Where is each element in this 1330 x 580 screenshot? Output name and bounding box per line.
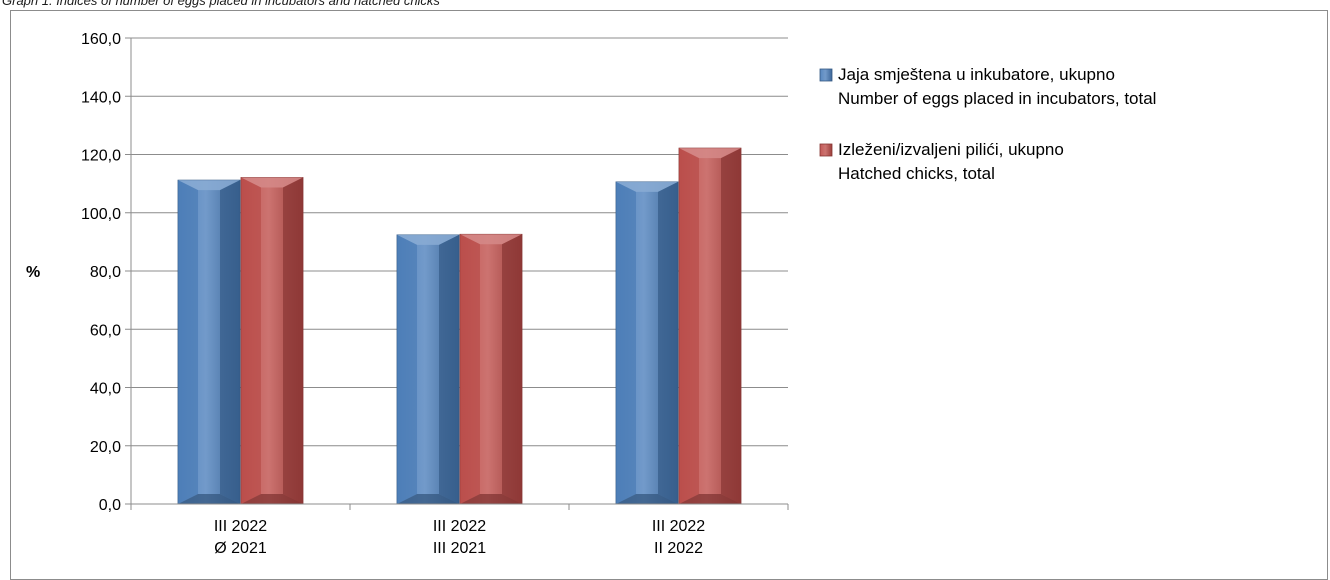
- legend-swatch: [819, 143, 833, 157]
- x-tick-label: III 2022: [652, 518, 705, 535]
- legend: Jaja smještena u inkubatore, ukupno Numbe…: [819, 65, 1156, 183]
- y-tick-label: 100,0: [81, 206, 121, 223]
- y-tick-label: 80,0: [90, 264, 121, 281]
- legend-label: Jaja smještena u inkubatore, ukupno: [838, 65, 1115, 84]
- y-tick-label: 60,0: [90, 322, 121, 339]
- chart-caption: Graph 1. Indices of number of eggs place…: [2, 0, 440, 8]
- y-tick-label: 0,0: [99, 497, 121, 514]
- y-tick-label: 40,0: [90, 381, 121, 398]
- y-tick-label: 20,0: [90, 439, 121, 456]
- bar: [615, 181, 679, 505]
- bar: [678, 147, 742, 505]
- legend-label: Izleženi/izvaljeni pilići, ukupno: [838, 140, 1064, 159]
- bar: [177, 179, 241, 505]
- bar: [459, 233, 523, 505]
- axes: [125, 37, 789, 510]
- x-tick-label: III 2021: [433, 540, 486, 557]
- legend-item: Izleženi/izvaljeni pilići, ukupno Hatched…: [819, 140, 1064, 183]
- bar: [240, 177, 304, 505]
- y-tick-label: 140,0: [81, 89, 121, 106]
- legend-swatch: [819, 68, 833, 82]
- x-tick-label: III 2022: [433, 518, 486, 535]
- legend-label: Hatched chicks, total: [838, 164, 995, 183]
- y-tick-label: 120,0: [81, 148, 121, 165]
- legend-item: Jaja smještena u inkubatore, ukupno Numbe…: [819, 65, 1156, 108]
- legend-label: Number of eggs placed in incubators, tot…: [838, 89, 1156, 108]
- axis-labels: 0,0 20,0 40,0 60,0 80,0 100,0 120,0 140,0 160,0%…: [26, 31, 705, 557]
- x-tick-label: III 2022: [214, 518, 267, 535]
- bar: [396, 234, 460, 505]
- x-tick-label: Ø 2021: [214, 540, 267, 557]
- x-tick-label: II 2022: [654, 540, 703, 557]
- bars: [177, 147, 742, 505]
- y-axis-title: %: [26, 264, 40, 281]
- y-tick-label: 160,0: [81, 31, 121, 48]
